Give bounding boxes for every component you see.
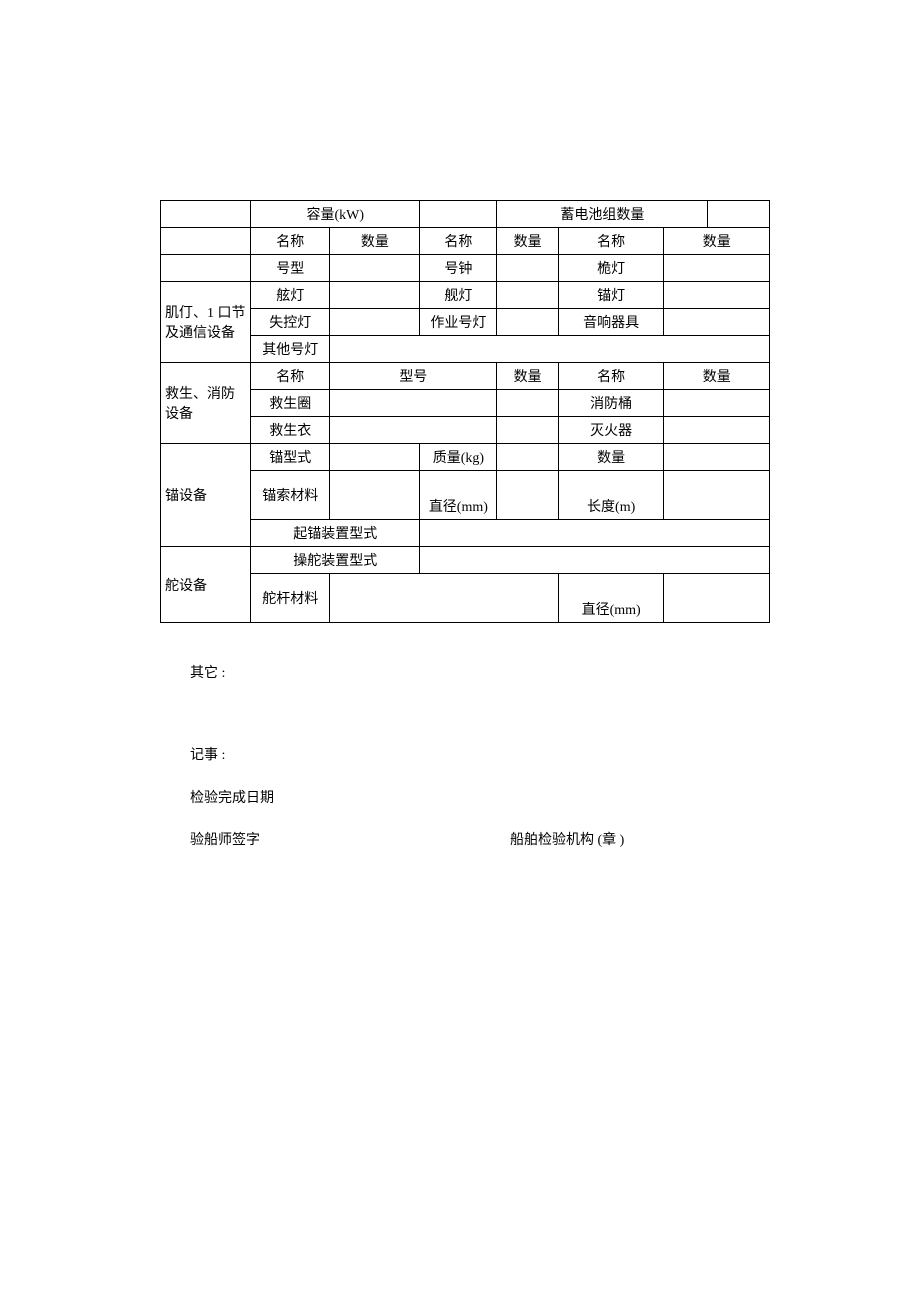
- cell-empty: [497, 471, 559, 520]
- table-row: 锚设备 锚型式 质量(kg) 数量: [161, 444, 770, 471]
- cell-capacity: 容量(kW): [251, 201, 420, 228]
- table-row: 起锚装置型式: [161, 520, 770, 547]
- cell-empty: [420, 520, 770, 547]
- section-anchor: 锚设备: [161, 444, 251, 547]
- cell-empty: [664, 444, 770, 471]
- cell: 舰灯: [420, 282, 497, 309]
- cell-qty: 数量: [330, 228, 420, 255]
- cell: 失控灯: [251, 309, 330, 336]
- cell: 号钟: [420, 255, 497, 282]
- footer-notes: 记事 :: [190, 745, 770, 767]
- cell-empty: [664, 255, 770, 282]
- cell: 名称: [558, 363, 664, 390]
- table-row: 舵设备 操舵装置型式: [161, 547, 770, 574]
- table-row: 肌仃、1 口节及通信设备 舷灯 舰灯 锚灯: [161, 282, 770, 309]
- cell-empty: [330, 309, 420, 336]
- cell: 质量(kg): [420, 444, 497, 471]
- cell-empty: [664, 309, 770, 336]
- cell-empty: [664, 471, 770, 520]
- cell: 数量: [558, 444, 664, 471]
- cell: 音响器具: [558, 309, 664, 336]
- section-rescue: 救生、消防设备: [161, 363, 251, 444]
- footer-completion-date: 检验完成日期: [190, 788, 770, 810]
- cell: 直径(mm): [558, 574, 664, 623]
- cell-qty: 数量: [664, 228, 770, 255]
- cell-empty: [161, 201, 251, 228]
- equipment-table: 容量(kW) 蓄电池组数量 名称 数量 名称 数量 名称 数量 号型 号钟 桅灯: [160, 200, 770, 623]
- table-row: 锚索材料 直径(mm) 长度(m): [161, 471, 770, 520]
- footer-other: 其它 :: [190, 663, 770, 685]
- cell-empty: [330, 471, 420, 520]
- cell: 操舵装置型式: [251, 547, 420, 574]
- cell-empty: [708, 201, 770, 228]
- table-row: 失控灯 作业号灯 音响器具: [161, 309, 770, 336]
- cell: 锚索材料: [251, 471, 330, 520]
- cell-empty: [664, 417, 770, 444]
- cell-empty: [497, 444, 559, 471]
- cell-empty: [330, 444, 420, 471]
- cell-battery: 蓄电池组数量: [497, 201, 708, 228]
- cell-empty: [497, 417, 559, 444]
- section-rudder: 舵设备: [161, 547, 251, 623]
- cell-empty: [497, 390, 559, 417]
- cell-empty: [420, 201, 497, 228]
- cell-empty: [420, 547, 770, 574]
- table-row: 救生衣 灭火器: [161, 417, 770, 444]
- cell-empty: [330, 574, 559, 623]
- cell: 起锚装置型式: [251, 520, 420, 547]
- footer-agency-stamp: 船舶检验机构 (章 ): [510, 830, 624, 852]
- cell: 号型: [251, 255, 330, 282]
- table-row: 名称 数量 名称 数量 名称 数量: [161, 228, 770, 255]
- cell: 名称: [251, 363, 330, 390]
- cell: 锚灯: [558, 282, 664, 309]
- cell: 型号: [330, 363, 497, 390]
- cell-empty: [664, 574, 770, 623]
- cell: 灭火器: [558, 417, 664, 444]
- cell-qty: 数量: [497, 228, 559, 255]
- cell: 直径(mm): [420, 471, 497, 520]
- cell: 救生圈: [251, 390, 330, 417]
- cell-empty: [497, 309, 559, 336]
- cell: 救生衣: [251, 417, 330, 444]
- cell-name: 名称: [558, 228, 664, 255]
- table-row: 舵杆材料 直径(mm): [161, 574, 770, 623]
- cell-empty: [330, 417, 497, 444]
- cell-empty: [330, 282, 420, 309]
- cell-empty: [330, 390, 497, 417]
- cell-empty: [664, 282, 770, 309]
- cell-empty: [161, 255, 251, 282]
- cell: 桅灯: [558, 255, 664, 282]
- cell-empty: [330, 255, 420, 282]
- cell: 舵杆材料: [251, 574, 330, 623]
- cell-name: 名称: [420, 228, 497, 255]
- cell: 锚型式: [251, 444, 330, 471]
- footer-surveyor-sign: 验船师签字: [190, 830, 510, 852]
- table-row: 其他号灯: [161, 336, 770, 363]
- cell-empty: [497, 255, 559, 282]
- cell-empty: [161, 228, 251, 255]
- table-row: 号型 号钟 桅灯: [161, 255, 770, 282]
- cell: 消防桶: [558, 390, 664, 417]
- cell-name: 名称: [251, 228, 330, 255]
- cell: 数量: [664, 363, 770, 390]
- cell-empty: [330, 336, 770, 363]
- cell: 长度(m): [558, 471, 664, 520]
- cell: 数量: [497, 363, 559, 390]
- table-row: 容量(kW) 蓄电池组数量: [161, 201, 770, 228]
- cell-empty: [497, 282, 559, 309]
- cell: 作业号灯: [420, 309, 497, 336]
- table-row: 救生、消防设备 名称 型号 数量 名称 数量: [161, 363, 770, 390]
- cell-empty: [664, 390, 770, 417]
- cell: 舷灯: [251, 282, 330, 309]
- cell: 其他号灯: [251, 336, 330, 363]
- section-signal: 肌仃、1 口节及通信设备: [161, 282, 251, 363]
- table-row: 救生圈 消防桶: [161, 390, 770, 417]
